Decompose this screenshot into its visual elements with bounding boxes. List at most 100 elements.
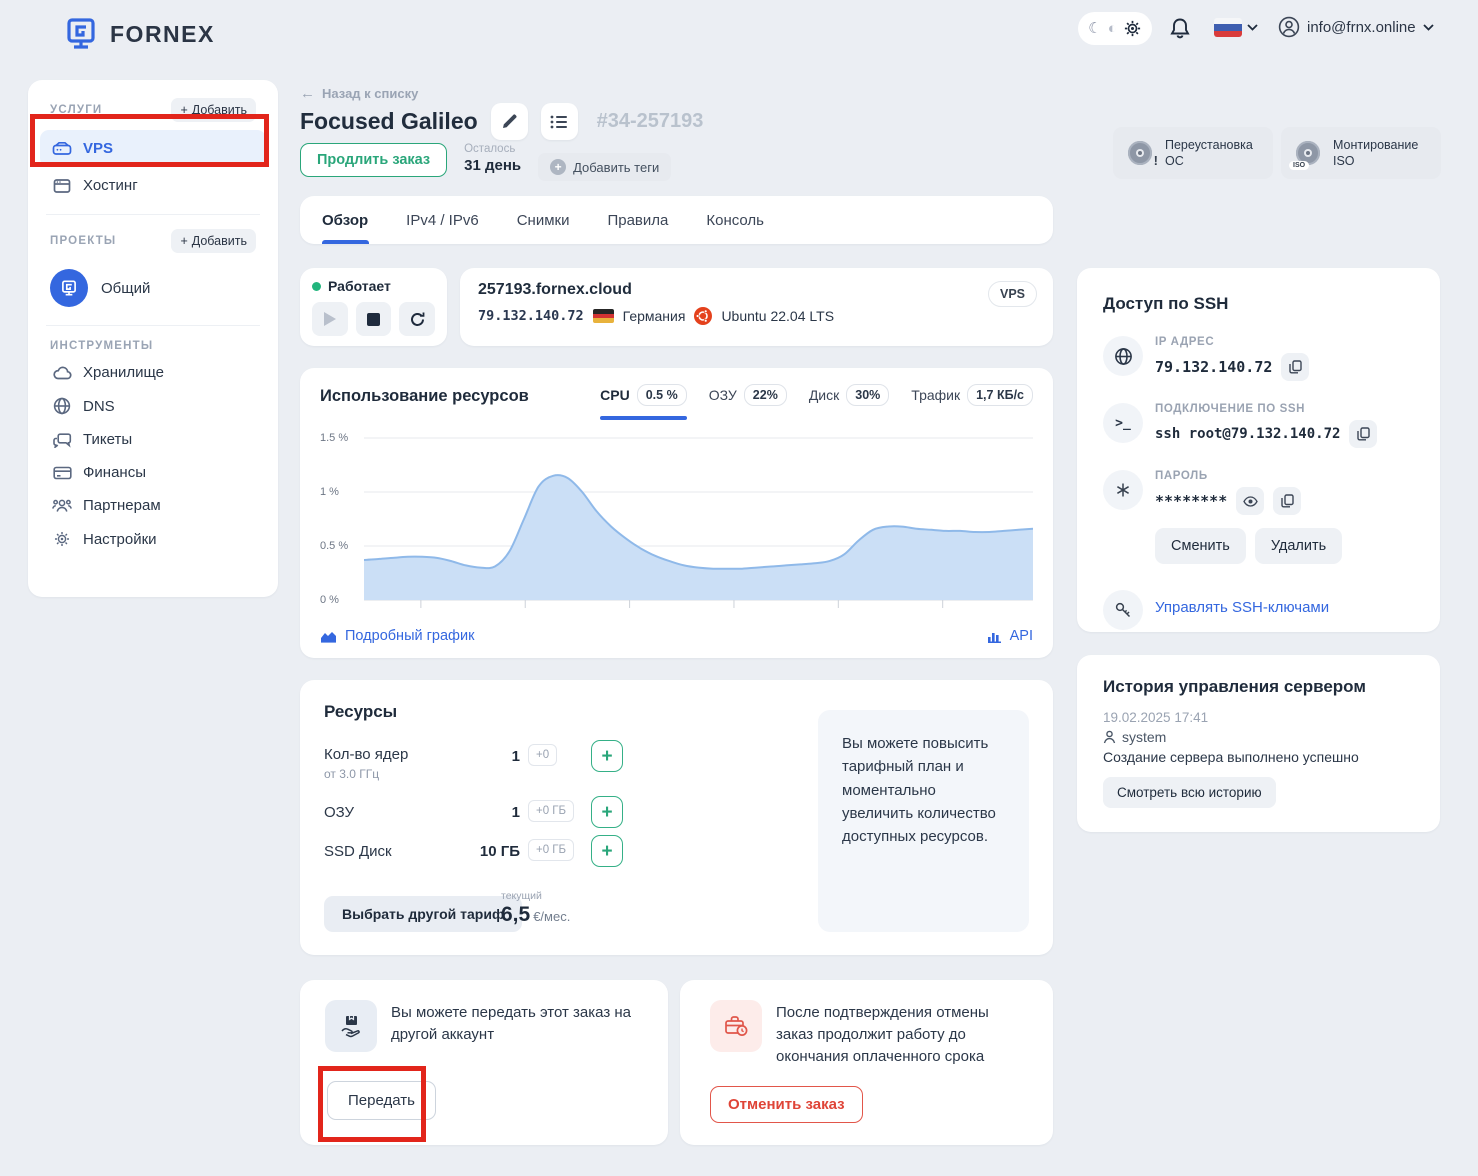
list-view-button[interactable] (540, 103, 578, 140)
manage-ssh-keys-link[interactable]: Управлять SSH-ключами (1155, 599, 1330, 616)
resource-delta-badge: +0 (528, 744, 558, 766)
chevron-down-icon (1422, 23, 1434, 31)
api-link[interactable]: API (987, 628, 1033, 644)
transfer-order-card: Вы можете передать этот заказ на другой … (300, 980, 668, 1145)
add-service-button[interactable]: + Добавить (171, 98, 256, 122)
mount-iso-button[interactable]: ISO Монтирование ISO (1281, 127, 1441, 179)
increase-cores-button[interactable]: + (591, 740, 623, 772)
projects-section-label: ПРОЕКТЫ (50, 235, 117, 247)
account-menu[interactable]: info@frnx.online (1278, 16, 1434, 38)
server-os: Ubuntu 22.04 LTS (721, 308, 835, 324)
sidebar-item-finance[interactable]: Финансы (40, 456, 266, 489)
sidebar-item-tickets[interactable]: Тикеты (40, 423, 266, 456)
tab-rules[interactable]: Правила (607, 211, 669, 229)
metric-tab-disk[interactable]: Диск 30% (809, 384, 890, 418)
choose-tariff-button[interactable]: Выбрать другой тариф (324, 896, 523, 932)
play-icon (323, 312, 336, 326)
traffic-value-badge: 1,7 КБ/с (967, 384, 1033, 406)
area-chart-svg (364, 437, 1033, 608)
plus-icon: + (550, 159, 567, 175)
back-to-list-link[interactable]: ← Назад к списку (300, 85, 419, 102)
sidebar-divider (46, 214, 260, 215)
tab-overview[interactable]: Обзор (322, 211, 369, 229)
current-label: текущий (501, 890, 542, 902)
iso-badge: ISO (1289, 161, 1310, 170)
transfer-button[interactable]: Передать (327, 1081, 436, 1120)
sidebar-item-dns[interactable]: DNS (40, 389, 266, 423)
sidebar-item-hosting[interactable]: Хостинг (40, 167, 266, 204)
cancel-order-button[interactable]: Отменить заказ (710, 1086, 863, 1123)
notifications-bell-icon[interactable] (1168, 16, 1192, 42)
people-icon (52, 498, 72, 513)
project-name: Общий (101, 279, 151, 297)
detailed-chart-link[interactable]: Подробный график (320, 628, 474, 644)
germany-flag-icon (592, 309, 614, 323)
show-password-button[interactable] (1236, 487, 1265, 515)
upgrade-promo-text: Вы можете повысить тарифный план и момен… (818, 710, 1029, 932)
tab-snapshots[interactable]: Снимки (516, 211, 570, 229)
ip-address-value: 79.132.140.72 (1155, 358, 1273, 376)
resources-card: Ресурсы Кол-во ядер от 3.0 ГГц 1 +0 + ОЗ… (300, 680, 1053, 955)
y-axis-tick: 1.5 % (320, 432, 349, 444)
change-password-button[interactable]: Сменить (1155, 528, 1246, 564)
russia-flag-icon (1214, 18, 1242, 37)
tool-label: Финансы (83, 464, 146, 481)
sidebar-item-storage[interactable]: Хранилище (40, 356, 266, 389)
increase-disk-button[interactable]: + (591, 835, 623, 867)
sidebar-item-vps[interactable]: VPS (40, 130, 266, 167)
metric-tab-traffic[interactable]: Трафик 1,7 КБ/с (911, 384, 1033, 418)
tab-console[interactable]: Консоль (706, 211, 764, 229)
stop-server-button[interactable] (355, 302, 392, 336)
price-unit: €/мес. (533, 909, 571, 924)
server-icon (52, 141, 72, 157)
pencil-icon (502, 114, 517, 128)
status-text: Работает (328, 278, 391, 294)
sidebar-item-partners[interactable]: Партнерам (40, 489, 266, 522)
bar-chart-icon (987, 633, 1001, 643)
server-status-card: Работает (300, 268, 447, 346)
sidebar-item-project-common[interactable]: Общий (40, 261, 266, 315)
box-in-hand-icon (325, 1000, 377, 1052)
history-date: 19.02.2025 17:41 (1103, 710, 1209, 725)
price-value: 6,5 (501, 903, 531, 926)
delete-password-button[interactable]: Удалить (1254, 528, 1343, 564)
plus-icon: + (180, 103, 188, 117)
status-dot-running (312, 281, 321, 291)
password-label: ПАРОЛЬ (1155, 470, 1208, 482)
auto-theme-icon[interactable]: ◐ (1107, 20, 1117, 37)
gear-theme-icon[interactable] (1123, 19, 1142, 38)
add-tags-button[interactable]: + Добавить теги (538, 153, 672, 181)
y-axis-tick: 0 % (320, 594, 339, 606)
view-all-history-button[interactable]: Смотреть всю историю (1103, 777, 1276, 808)
copy-ssh-command-button[interactable] (1349, 420, 1378, 448)
resource-label: SSD Диск (324, 843, 392, 860)
tools-section-label: ИНСТРУМЕНТЫ (50, 340, 154, 352)
cloud-icon (52, 366, 72, 380)
tool-label: DNS (83, 397, 115, 415)
start-server-button[interactable] (312, 302, 348, 336)
language-selector[interactable] (1214, 18, 1258, 37)
vps-badge: VPS (987, 281, 1037, 307)
eye-icon (1243, 495, 1258, 507)
brand-logo[interactable]: FORNEX (64, 16, 215, 52)
metric-tab-ram[interactable]: ОЗУ 22% (709, 384, 787, 418)
edit-name-button[interactable] (490, 103, 528, 140)
page-title: Focused Galileo (300, 108, 478, 134)
add-project-button[interactable]: + Добавить (171, 229, 256, 253)
copy-password-button[interactable] (1273, 487, 1302, 515)
renew-order-button[interactable]: Продлить заказ (300, 143, 448, 177)
increase-ram-button[interactable]: + (591, 796, 623, 828)
sidebar-item-settings[interactable]: Настройки (40, 522, 266, 556)
theme-switcher[interactable]: ☾ ◐ (1078, 12, 1152, 45)
sidebar-divider (46, 325, 260, 326)
tab-ipv4-ipv6[interactable]: IPv4 / IPv6 (406, 211, 479, 229)
stop-icon (367, 312, 380, 326)
globe-icon (1103, 336, 1143, 376)
terminal-icon: >_ (1103, 403, 1143, 443)
reinstall-os-button[interactable]: ! Переустановка ОС (1113, 127, 1273, 179)
restart-server-button[interactable] (399, 302, 436, 336)
moon-icon[interactable]: ☾ (1088, 20, 1102, 37)
ssh-connection-label: ПОДКЛЮЧЕНИЕ ПО SSH (1155, 403, 1306, 415)
copy-ip-button[interactable] (1281, 353, 1310, 381)
metric-tab-cpu[interactable]: CPU 0.5 % (600, 384, 687, 420)
